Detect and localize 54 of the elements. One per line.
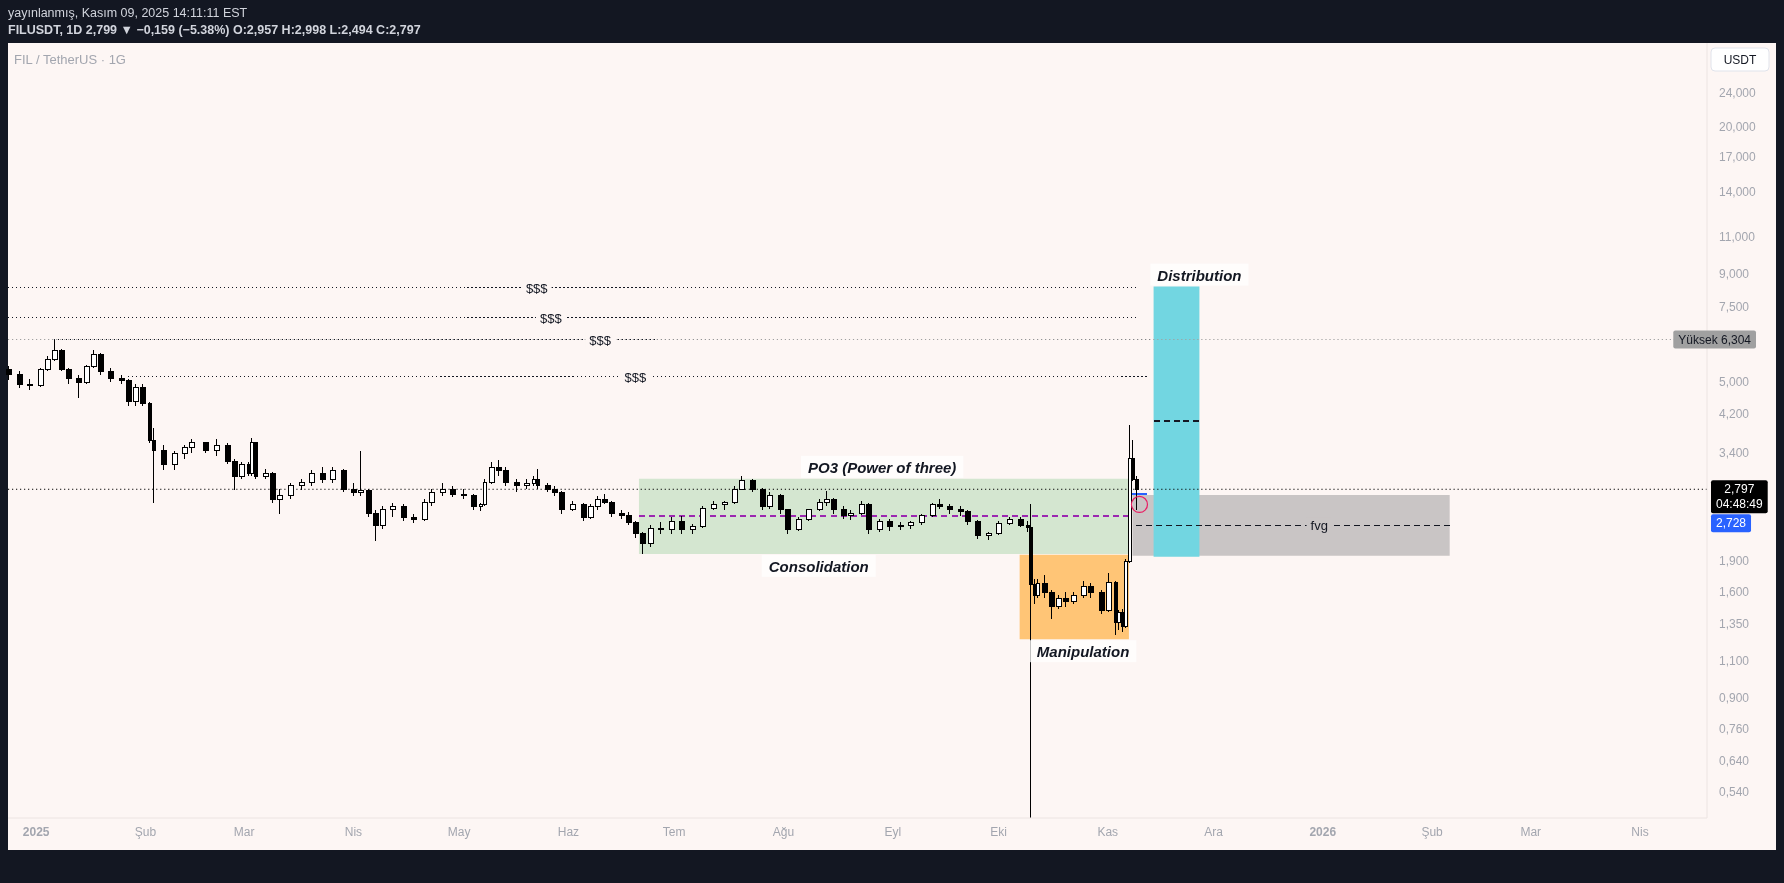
y-tick-label: 24,000 [1719,86,1757,101]
x-tick-label: Kas [1097,825,1119,839]
x-tick-label: Haz [557,825,580,839]
candlestick [160,444,167,471]
y-tick-label: 1,350 [1719,616,1750,631]
x-tick-label: Eki [990,825,1007,839]
x-tick-label: Nis [1631,825,1649,839]
text: 2,728 [1716,516,1747,531]
x-tick-label: Mar [233,825,255,839]
y-tick-label: 4,200 [1719,407,1750,422]
annotation: $$$ [589,332,612,348]
y-tick-label: 7,500 [1719,300,1750,315]
annotation: Manipulation [1036,642,1130,660]
x-tick-label: Tem [662,825,686,839]
annotation: PO3 (Power of three) [807,458,957,476]
x-tick-label: Ara [1204,825,1224,839]
x-tick-label: Nis [344,825,363,839]
candlestick [171,450,178,471]
candlestick [699,505,706,529]
x-tick-label: Şub [134,825,157,839]
y-axis-title: USDT [1723,52,1757,67]
annotation: $$$ [539,310,563,326]
y-tick-label: 0,640 [1719,754,1750,769]
y-tick-label: 5,000 [1719,375,1750,390]
annotation: $$$ [525,280,549,296]
x-tick-label: 2026 [1309,825,1337,839]
x-tick-label: 2025 [22,825,50,839]
y-tick-label: 17,000 [1719,149,1757,164]
x-tick-label: Mar [1520,825,1542,839]
ref-line-label: 2,797 04:48:49 [1716,482,1764,512]
text: FIL / TetherUS · 1G [14,51,126,67]
y-tick-label: 3,400 [1719,446,1750,461]
annotation: Consolidation [768,557,869,575]
ref-line-label: Yüksek 6,304 [1678,332,1752,347]
y-tick-label: 0,760 [1719,722,1750,737]
x-tick-label: Ağu [772,825,795,839]
y-tick-label: 14,000 [1719,185,1757,200]
y-tick-label: 20,000 [1719,119,1757,134]
x-tick-label: Eyl [884,825,902,839]
candlestick [974,519,981,540]
text: yayınlanmış, Kasım 09, 2025 14:11:11 EST [8,6,248,20]
y-tick-label: 1,100 [1719,654,1750,669]
y-tick-label: 11,000 [1719,229,1756,244]
annotation: Distribution [1157,266,1242,284]
chart-subtitle: FILUSDT, 1D 2,799 ▼ −0,159 (−5.38%) O:2,957 H:2,998 L:2,494 C:2,797 [8,23,421,37]
x-tick-label: May [447,825,471,839]
annotation: fvg [1310,517,1328,533]
y-tick-label: 1,900 [1719,553,1750,568]
y-tick-label: 9,000 [1719,266,1750,281]
y-tick-label: 1,600 [1719,585,1750,600]
annotation: $$$ [624,369,648,385]
y-tick-label: 0,540 [1719,785,1750,800]
x-tick-label: Şub [1421,825,1444,839]
y-tick-label: 0,900 [1719,691,1750,706]
